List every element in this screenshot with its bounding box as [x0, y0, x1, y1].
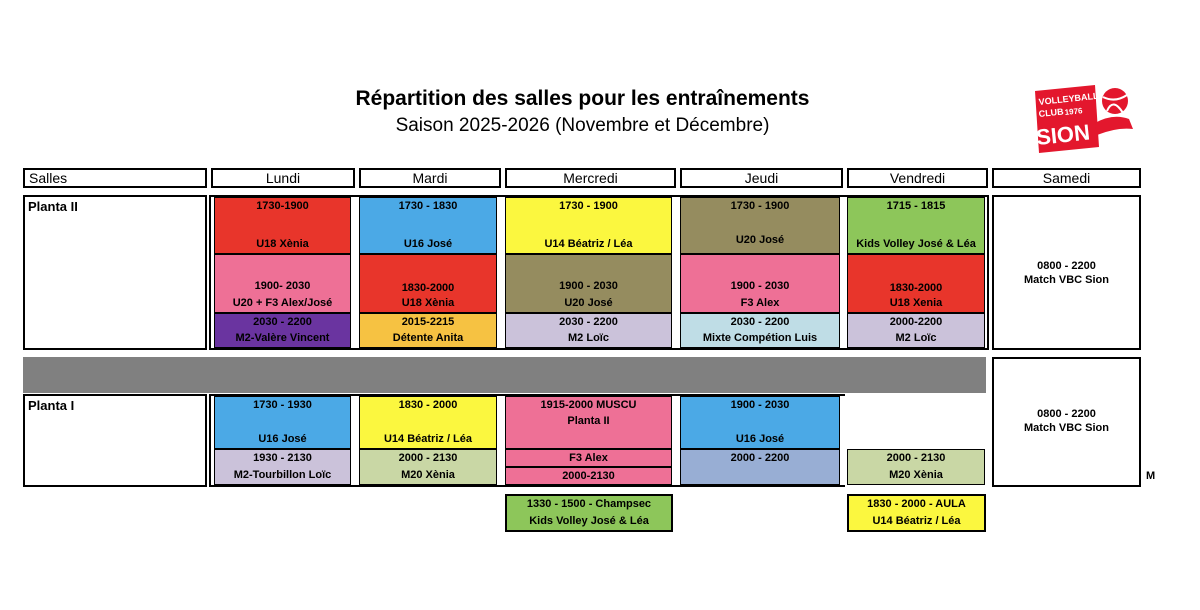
slot-planta2-mercredi-3: 2030 - 2200 M2 Loïc — [505, 313, 672, 348]
slot-planta1-lundi-1: 1730 - 1930 U16 José — [214, 396, 351, 449]
planta1-grid — [209, 394, 845, 487]
slot-extra-vendredi: 1830 - 2000 - AULA U14 Béatriz / Léa — [847, 494, 986, 532]
header-samedi: Samedi — [992, 168, 1141, 188]
planta1-label-box: Planta I — [23, 394, 207, 487]
club-logo: VOLLEYBALL CLUB 1976 SION — [1033, 83, 1141, 159]
slot-planta2-vendredi-1: 1715 - 1815 Kids Volley José & Léa — [847, 197, 985, 254]
planta2-label-box: Planta II — [23, 195, 207, 350]
slot-planta1-mercredi-1: 1915-2000 MUSCU Planta II — [505, 396, 672, 449]
svg-text:SION: SION — [1035, 119, 1091, 149]
overflow-text: M — [1146, 470, 1156, 482]
slot-planta1-lundi-2: 1930 - 2130 M2-Tourbillon Loïc — [214, 449, 351, 485]
slot-planta2-lundi-3: 2030 - 2200 M2-Valère Vincent — [214, 313, 351, 348]
header-jeudi: Jeudi — [680, 168, 843, 188]
page-subtitle: Saison 2025-2026 (Novembre et Décembre) — [395, 115, 770, 136]
header-vendredi: Vendredi — [847, 168, 988, 188]
header-mardi: Mardi — [359, 168, 501, 188]
slot-planta2-mardi-1: 1730 - 1830 U16 José — [359, 197, 497, 254]
slot-planta2-mardi-2: 1830-2000 U18 Xènia — [359, 254, 497, 313]
slot-planta1-vendredi-1: 2000 - 2130 M20 Xènia — [847, 449, 985, 485]
slot-planta1-mardi-1: 1830 - 2000 U14 Béatriz / Léa — [359, 396, 497, 449]
slot-planta2-vendredi-3: 2000-2200 M2 Loïc — [847, 313, 985, 348]
slot-planta1-mercredi-2: F3 Alex — [505, 449, 672, 467]
planta1-label: Planta I — [28, 398, 75, 413]
slot-planta2-lundi-1: 1730-1900 U18 Xènia — [214, 197, 351, 254]
header-mercredi: Mercredi — [505, 168, 676, 188]
slot-planta2-samedi: 0800 - 2200 Match VBC Sion — [992, 195, 1141, 350]
slot-planta2-mercredi-1: 1730 - 1900 U14 Béatriz / Léa — [505, 197, 672, 254]
svg-text:1976: 1976 — [1064, 106, 1083, 117]
slot-planta2-jeudi-1: 1730 - 1900 U20 José — [680, 197, 840, 254]
slot-planta2-jeudi-2: 1900 - 2030 F3 Alex — [680, 254, 840, 313]
slot-planta1-jeudi-1: 1900 - 2030 U16 José — [680, 396, 840, 449]
slot-extra-mercredi: 1330 - 1500 - Champsec Kids Volley José &… — [505, 494, 673, 532]
header-lundi: Lundi — [211, 168, 355, 188]
slot-planta1-samedi: 0800 - 2200 Match VBC Sion — [992, 357, 1141, 487]
section-separator — [23, 357, 986, 393]
slot-planta1-jeudi-2: 2000 - 2200 — [680, 449, 840, 485]
header-salles: Salles — [23, 168, 207, 188]
slot-planta2-mardi-3: 2015-2215 Détente Anita — [359, 313, 497, 348]
slot-planta1-mercredi-3: 2000-2130 — [505, 467, 672, 485]
svg-text:CLUB: CLUB — [1038, 106, 1064, 119]
slot-planta2-jeudi-3: 2030 - 2200 Mixte Compétion Luis — [680, 313, 840, 348]
slot-planta1-mardi-2: 2000 - 2130 M20 Xènia — [359, 449, 497, 485]
planta2-label: Planta II — [28, 199, 78, 214]
slot-planta2-mercredi-2: 1900 - 2030 U20 José — [505, 254, 672, 313]
slot-planta2-vendredi-2: 1830-2000 U18 Xenia — [847, 254, 985, 313]
slot-planta2-lundi-2: 1900- 2030 U20 + F3 Alex/José — [214, 254, 351, 313]
planta2-grid — [209, 195, 989, 350]
page-title: Répartition des salles pour les entraîne… — [355, 87, 810, 110]
